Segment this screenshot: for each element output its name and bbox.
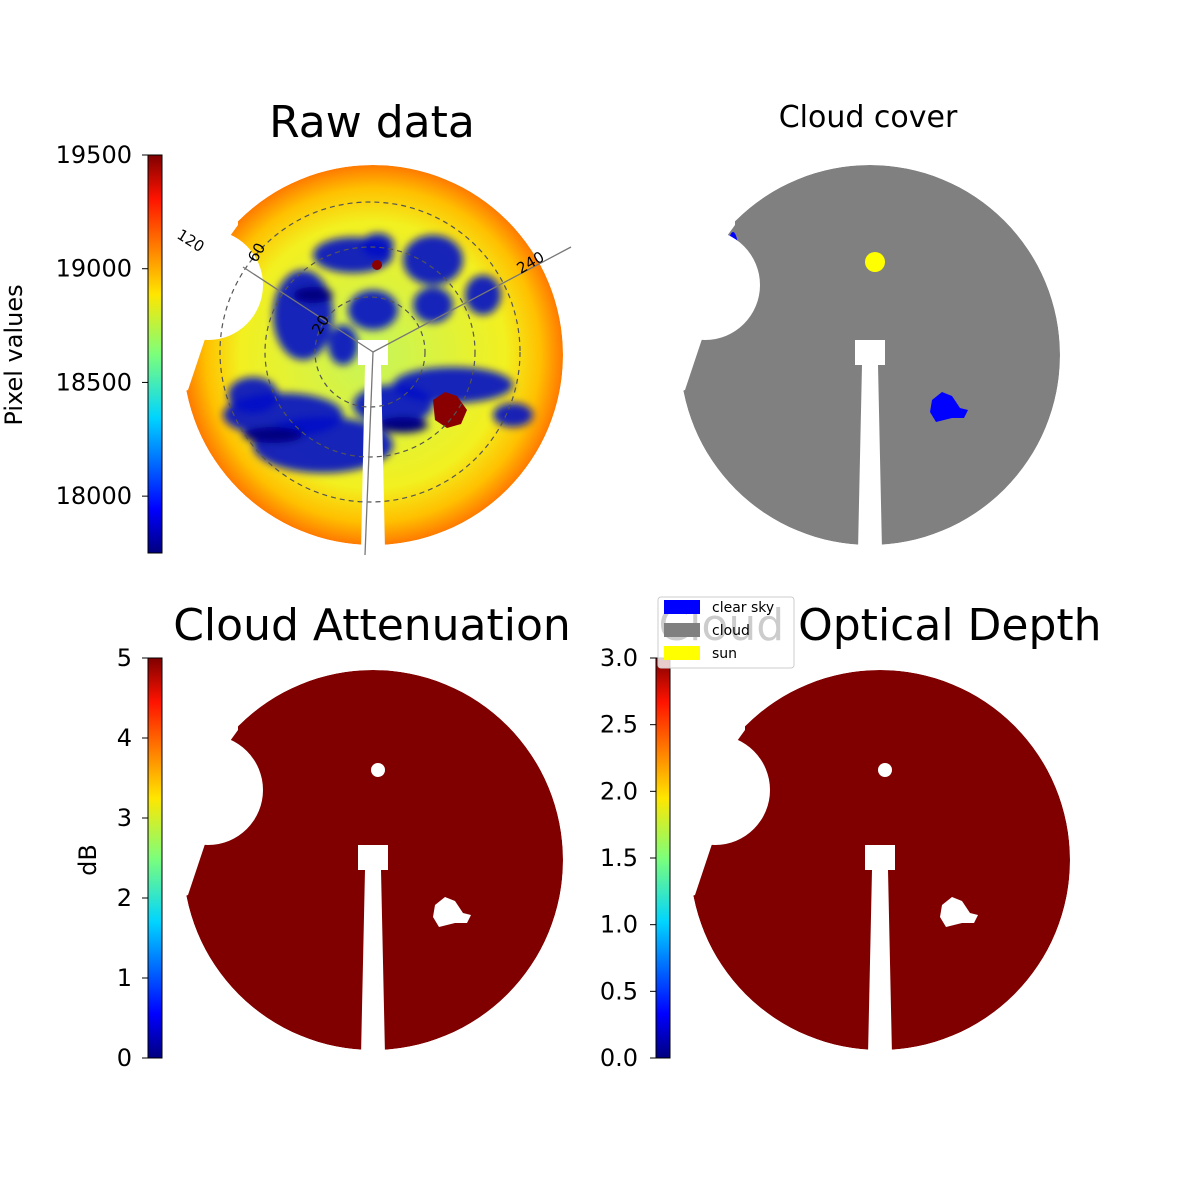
corner-mask <box>173 285 223 395</box>
cloud-blob <box>273 270 333 360</box>
cloud-blob <box>228 377 278 413</box>
polar-grid <box>314 296 426 408</box>
tick-label: 2.0 <box>600 777 638 805</box>
legend-label: sun <box>712 646 737 662</box>
colorbar <box>147 154 163 554</box>
polar-axis <box>364 351 374 556</box>
corner-mask <box>670 285 720 395</box>
tick-label: 5 <box>117 644 132 672</box>
polar-grid <box>264 246 476 458</box>
legend-swatch <box>664 600 700 614</box>
tick-label: 18000 <box>56 482 132 510</box>
cloud-blob <box>328 325 358 365</box>
mast-mask <box>855 340 885 550</box>
polar-axis <box>372 246 572 353</box>
tick-label: 18500 <box>56 368 132 396</box>
corner-mask <box>680 660 745 820</box>
colorbar-label: Pixel values <box>0 284 28 425</box>
clear-sky-patch <box>930 392 968 422</box>
tick-label: 2.5 <box>600 711 638 739</box>
masked-patch <box>433 897 471 927</box>
colorbar <box>655 657 671 1059</box>
tick-label: 1.5 <box>600 844 638 872</box>
tick-label: 2 <box>117 884 132 912</box>
masked-sun <box>371 763 385 777</box>
tick-label: 1 <box>117 964 132 992</box>
corner-mask <box>173 155 238 315</box>
corner-mask <box>173 790 223 900</box>
tick-label: 0.0 <box>600 1044 638 1072</box>
sky-image <box>650 155 1060 550</box>
corner-mask <box>173 660 238 820</box>
sky-image <box>153 660 563 1055</box>
cloud-blob <box>403 235 463 285</box>
colorbar-label: dB <box>74 844 102 876</box>
tick-label: 4 <box>117 724 132 752</box>
corner-mask <box>680 790 730 900</box>
cloud-blob <box>413 287 453 323</box>
cloud-blob <box>362 233 394 257</box>
tick-label: 1.0 <box>600 911 638 939</box>
tick-label: 0 <box>117 1044 132 1072</box>
cloud-blob <box>393 367 513 403</box>
cloud-core <box>243 427 303 443</box>
cloud-core <box>293 287 333 303</box>
sun-region <box>433 392 467 428</box>
panel-title: Cloud cover <box>779 100 958 135</box>
legend-label: clear sky <box>712 600 774 616</box>
sun <box>372 260 382 270</box>
tick-label: 3.0 <box>600 644 638 672</box>
panel-title: Cloud Attenuation <box>173 600 571 651</box>
sky-image <box>660 660 1070 1055</box>
tick-label: 3 <box>117 804 132 832</box>
legend-label: cloud <box>712 623 750 639</box>
mast-mask <box>358 340 388 550</box>
corner-mask <box>670 155 735 315</box>
sun <box>865 252 885 272</box>
legend-swatch <box>664 646 700 660</box>
polar-axis <box>242 266 374 353</box>
legend-swatch <box>664 623 700 637</box>
panel-title: Raw data <box>269 97 475 148</box>
colorbar <box>147 657 163 1059</box>
tick-label: 0.5 <box>600 977 638 1005</box>
cloud-core <box>378 417 428 433</box>
polar-grid <box>219 201 521 503</box>
mast-mask <box>358 845 388 1055</box>
masked-sun <box>878 763 892 777</box>
tick-label: 19000 <box>56 255 132 283</box>
masked-patch <box>940 897 978 927</box>
cloud-blob <box>493 403 533 427</box>
tick-label: 19500 <box>56 141 132 169</box>
cloud-blob <box>348 290 398 330</box>
legend: clear sky cloud sun <box>657 596 795 669</box>
cloud-blob <box>465 275 501 315</box>
mast-mask <box>865 845 895 1055</box>
